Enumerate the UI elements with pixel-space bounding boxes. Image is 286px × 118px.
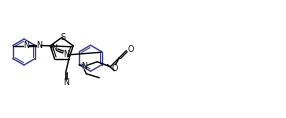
Text: N: N — [36, 41, 42, 50]
Text: N: N — [23, 41, 29, 50]
Text: N: N — [51, 44, 57, 53]
Text: N: N — [63, 50, 69, 59]
Text: N: N — [81, 62, 87, 71]
Text: O: O — [111, 64, 118, 73]
Text: N: N — [63, 78, 69, 87]
Text: O: O — [127, 45, 134, 54]
Text: S: S — [60, 33, 65, 42]
